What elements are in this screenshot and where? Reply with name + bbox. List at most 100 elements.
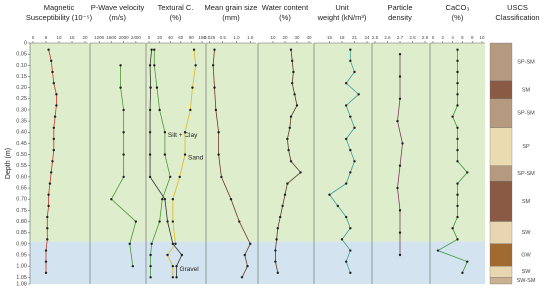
point — [148, 153, 152, 156]
point — [149, 86, 152, 89]
layer — [489, 181, 513, 222]
point — [128, 242, 131, 246]
x-tick-label: 15 — [69, 35, 75, 40]
point — [289, 115, 293, 118]
panel-title: Textural C. — [158, 3, 194, 12]
point — [349, 271, 352, 275]
point — [398, 97, 402, 100]
point — [155, 86, 159, 89]
point — [52, 137, 55, 141]
point — [289, 48, 293, 51]
layer — [489, 98, 513, 128]
point — [456, 104, 459, 107]
layer — [489, 80, 513, 99]
panel-title: (%) — [452, 13, 464, 22]
point — [283, 193, 287, 196]
point — [53, 115, 57, 118]
point — [213, 48, 216, 51]
x-tick-label: 10 — [270, 35, 276, 40]
layer-label: SW — [522, 269, 532, 275]
point — [456, 193, 459, 196]
x-tick-label: 2400 — [131, 35, 142, 40]
panel-title: Susceptibility (10⁻⁵) — [26, 13, 93, 22]
x-tick-label: 2 — [442, 35, 445, 40]
point — [396, 186, 399, 190]
point — [171, 220, 175, 223]
point — [456, 182, 459, 185]
point — [292, 70, 295, 74]
x-tick-label: 0 — [148, 35, 151, 40]
panel-title: (m/s) — [109, 13, 127, 22]
point — [50, 59, 53, 63]
point — [46, 215, 49, 219]
point — [456, 126, 459, 129]
point — [279, 215, 282, 219]
series-line — [110, 65, 137, 267]
point — [398, 231, 402, 234]
y-tick-label: 0.30 — [16, 107, 27, 113]
x-tick-label: 1600 — [106, 35, 117, 40]
point — [286, 137, 289, 141]
point — [456, 160, 459, 163]
layer-label: SM — [522, 87, 531, 93]
y-tick-label: 1.05 — [16, 275, 27, 281]
y-tick-label: 0.65 — [16, 185, 27, 191]
series-label: Silt + Clay — [168, 132, 198, 139]
y-tick-label: 1.08 — [16, 281, 27, 287]
point — [238, 220, 241, 223]
point — [148, 64, 152, 67]
point — [456, 70, 459, 74]
point — [349, 59, 352, 63]
point — [274, 260, 277, 263]
point — [148, 175, 152, 179]
panel-title: Classification — [495, 13, 539, 22]
layer — [489, 277, 513, 285]
point — [466, 260, 469, 263]
point — [148, 108, 152, 112]
x-tick-label: 15 — [327, 35, 333, 40]
x-tick-label: 21 — [352, 35, 358, 40]
point — [183, 131, 187, 134]
x-tick-label: 20 — [282, 35, 288, 40]
point — [288, 126, 291, 129]
panel-title: Unit — [335, 3, 349, 12]
point — [349, 148, 352, 152]
x-tick-label: 0 — [32, 35, 35, 40]
point — [131, 264, 135, 268]
point — [456, 215, 459, 219]
layer-label: SP-SM — [517, 111, 535, 117]
point — [122, 175, 125, 179]
point — [344, 260, 348, 263]
point — [149, 253, 152, 257]
point — [344, 81, 348, 85]
point — [44, 260, 48, 263]
y-tick-label: 0.05 — [16, 52, 27, 58]
point — [344, 137, 348, 141]
panel-title: (mm) — [222, 13, 240, 22]
point — [169, 175, 172, 179]
point — [52, 148, 55, 152]
point — [55, 93, 58, 96]
point — [47, 204, 50, 208]
point — [274, 249, 277, 252]
zone — [30, 241, 485, 284]
point — [328, 193, 331, 196]
x-tick-label: 2.6 — [384, 35, 391, 40]
point — [336, 204, 340, 208]
y-tick-label: 0.95 — [16, 252, 27, 258]
point — [349, 48, 352, 51]
point — [451, 115, 454, 118]
x-tick-label: 100 — [198, 35, 206, 40]
point — [396, 119, 399, 123]
x-tick-label: 20 — [82, 35, 88, 40]
point — [192, 48, 196, 51]
y-tick-label: 0.50 — [16, 152, 27, 158]
point — [189, 108, 192, 112]
panel-title: Mean grain size — [205, 3, 258, 12]
panel-title: P-Wave velocity — [91, 3, 145, 12]
point — [163, 153, 167, 156]
layer — [489, 265, 513, 278]
point — [353, 160, 356, 163]
y-tick-label: 0.80 — [16, 219, 27, 225]
